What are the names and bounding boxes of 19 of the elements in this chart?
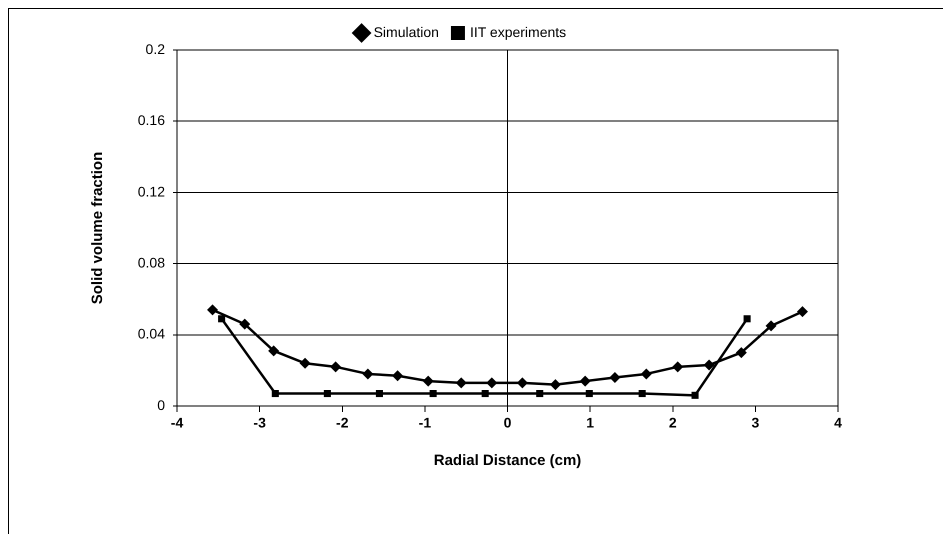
- x-axis-title: Radial Distance (cm): [434, 452, 582, 470]
- x-tick-label: 3: [751, 414, 760, 430]
- y-tick-label: 0: [157, 396, 166, 413]
- y-axis-title: Solid volume fraction: [89, 152, 106, 304]
- x-tick-label: -1: [418, 414, 432, 430]
- legend-label: IIT experiments: [470, 24, 566, 40]
- legend-label: Simulation: [374, 24, 439, 40]
- x-tick-label: 4: [834, 414, 842, 430]
- x-tick-label: 0: [504, 414, 512, 430]
- y-tick-label: 0.08: [138, 254, 166, 270]
- x-tick-label: -3: [253, 414, 266, 430]
- x-tick-label: 1: [586, 414, 594, 430]
- y-tick-label: 0.12: [138, 183, 166, 200]
- x-tick-label: -2: [336, 414, 349, 430]
- y-tick-label: 0.16: [138, 112, 166, 128]
- x-tick-label: -4: [170, 414, 184, 430]
- x-tick-label: 2: [668, 414, 677, 430]
- y-tick-label: 0.04: [138, 326, 166, 342]
- y-tick-label: 0.2: [146, 40, 166, 57]
